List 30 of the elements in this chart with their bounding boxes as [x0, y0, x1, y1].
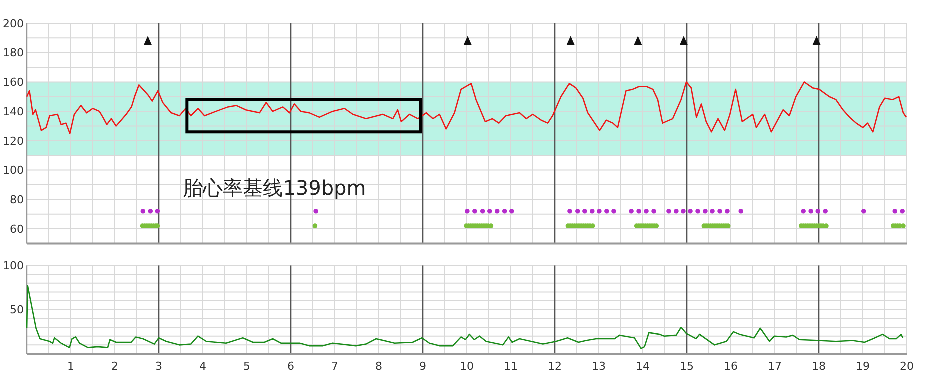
x-tick-label: 18 — [812, 360, 826, 373]
y-tick-label: 180 — [3, 46, 24, 60]
x-tick-label: 6 — [288, 360, 294, 373]
x-tick-label: 11 — [504, 360, 518, 373]
x-tick-label: 1 — [68, 360, 74, 373]
x-tick-label: 7 — [332, 360, 338, 373]
y-tick-label: 120 — [3, 134, 24, 148]
x-tick-label: 20 — [900, 360, 914, 373]
y-tick-label: 200 — [3, 17, 24, 30]
x-tick-label: 3 — [156, 360, 162, 373]
y-tick-label: 60 — [10, 222, 24, 236]
x-tick-label: 10 — [460, 360, 474, 373]
y-tick-label: 100 — [3, 164, 24, 178]
y-tick-label: 80 — [10, 194, 24, 207]
y-tick-label: 160 — [3, 76, 24, 90]
y-tick-label: 100 — [3, 260, 24, 273]
x-tick-label: 19 — [856, 360, 870, 373]
x-tick-label: 5 — [244, 360, 250, 373]
x-tick-label: 16 — [724, 360, 738, 373]
x-tick-label: 4 — [200, 360, 206, 373]
x-tick-label: 2 — [112, 360, 118, 373]
y-tick-label: 140 — [3, 105, 24, 118]
y-tick-label: 50 — [10, 304, 24, 317]
x-tick-label: 13 — [592, 360, 606, 373]
x-tick-label: 17 — [768, 360, 782, 373]
x-tick-label: 8 — [376, 360, 382, 373]
x-tick-label: 14 — [636, 360, 650, 373]
x-tick-label: 12 — [548, 360, 562, 373]
x-tick-label: 15 — [680, 360, 694, 373]
x-tick-label: 9 — [420, 360, 426, 373]
